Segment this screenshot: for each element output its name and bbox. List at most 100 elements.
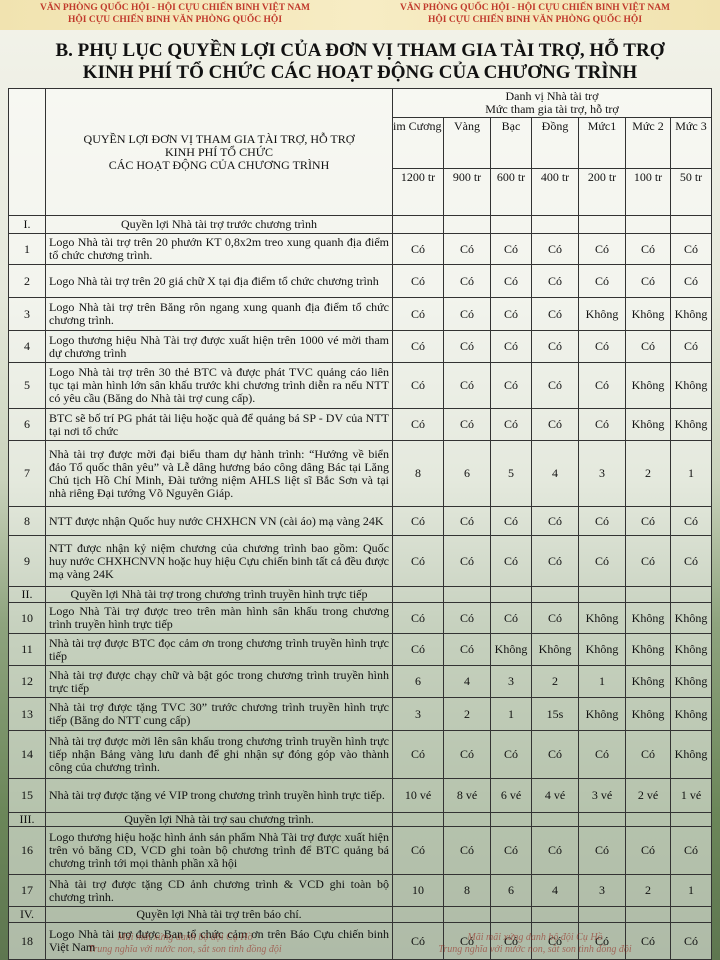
- header-line: VĂN PHÒNG QUỐC HỘI - HỘI CỰU CHIẾN BINH …: [39, 3, 311, 13]
- benefit-value: Có: [531, 264, 579, 298]
- benefit-value: 1 vé: [670, 778, 712, 813]
- benefit-value: 4: [443, 665, 491, 698]
- benefit-text: Nhà tài trợ được tặng vé VIP trong chươn…: [45, 778, 393, 813]
- benefit-value: Có: [490, 233, 532, 265]
- row-number: 14: [8, 730, 46, 779]
- benefit-value: Có: [490, 506, 532, 536]
- header-cell: [8, 88, 46, 216]
- empty-cell: [670, 586, 712, 603]
- benefit-value: 3: [578, 874, 626, 907]
- benefit-value: Có: [392, 408, 444, 441]
- row-number: 16: [8, 826, 46, 875]
- empty-cell: [625, 215, 671, 234]
- empty-cell: [443, 812, 491, 827]
- benefit-value: 6 vé: [490, 778, 532, 813]
- empty-cell: [392, 586, 444, 603]
- row-number: III.: [8, 812, 46, 827]
- section-title: Quyền lợi Nhà tài trợ sau chương trình.: [45, 812, 393, 827]
- level-name: Vàng: [443, 117, 491, 169]
- benefit-value: Có: [531, 233, 579, 265]
- benefit-value: Không: [490, 633, 532, 666]
- title-line: KINH PHÍ TỔ CHỨC CÁC HOẠT ĐỘNG CỦA CHƯƠN…: [82, 62, 638, 83]
- empty-cell: [531, 906, 579, 923]
- benefit-value: 3 vé: [578, 778, 626, 813]
- benefit-value: Có: [625, 922, 671, 960]
- benefit-value: Có: [443, 922, 491, 960]
- benefit-value: Có: [578, 826, 626, 875]
- benefit-value: Có: [392, 535, 444, 587]
- benefit-value: Có: [670, 922, 712, 960]
- benefit-value: Không: [625, 697, 671, 731]
- header-block: VĂN PHÒNG QUỐC HỘI - HỘI CỰU CHIẾN BINH …: [10, 2, 340, 26]
- row-number: 13: [8, 697, 46, 731]
- benefit-value: Không: [670, 408, 712, 441]
- benefit-value: Có: [392, 826, 444, 875]
- benefit-value: Có: [392, 633, 444, 666]
- benefit-value: Có: [443, 535, 491, 587]
- benefit-value: Có: [443, 264, 491, 298]
- benefit-value: Có: [443, 633, 491, 666]
- benefit-value: 3: [490, 665, 532, 698]
- benefit-value: Có: [670, 233, 712, 265]
- row-number: 4: [8, 330, 46, 363]
- level-amount: 50 tr: [670, 168, 712, 216]
- benefit-text: Logo Nhà tài trợ trên 30 thẻ BTC và được…: [45, 362, 393, 409]
- benefit-value: Không: [578, 602, 626, 634]
- benefit-value: Có: [490, 535, 532, 587]
- level-amount: 1200 tr: [392, 168, 444, 216]
- footer-motto: Mãi mãi xứng danh bộ đội Cụ Hồ Trung ngh…: [20, 932, 350, 956]
- benefit-value: Có: [490, 362, 532, 409]
- header-line: Danh vị Nhà tài trợ: [505, 89, 599, 103]
- benefit-value: Có: [443, 506, 491, 536]
- benefit-text: Nhà tài trợ được tặng CD ảnh chương trìn…: [45, 874, 393, 907]
- benefit-value: Không: [625, 408, 671, 441]
- empty-cell: [625, 812, 671, 827]
- benefit-value: Có: [392, 297, 444, 331]
- empty-cell: [578, 906, 626, 923]
- benefit-text: Logo Nhà Tài trợ được treo trên màn hình…: [45, 602, 393, 634]
- benefit-value: Có: [625, 330, 671, 363]
- benefit-value: 3: [578, 440, 626, 507]
- empty-cell: [443, 586, 491, 603]
- header-line: QUYỀN LỢI ĐƠN VỊ THAM GIA TÀI TRỢ, HỖ TR…: [83, 131, 355, 146]
- level-amount: 900 tr: [443, 168, 491, 216]
- benefit-text: Logo Nhà tài trợ trên Băng rôn ngang xun…: [45, 297, 393, 331]
- benefit-value: 10: [392, 874, 444, 907]
- row-number: 12: [8, 665, 46, 698]
- benefit-value: Không: [670, 697, 712, 731]
- row-number: I.: [8, 215, 46, 234]
- benefit-value: Có: [625, 506, 671, 536]
- benefit-value: Có: [490, 602, 532, 634]
- benefit-value: 6: [490, 874, 532, 907]
- level-amount: 100 tr: [625, 168, 671, 216]
- row-number: IV.: [8, 906, 46, 923]
- benefit-text: Logo Nhà tài trợ trên 20 giá chữ X tại đ…: [45, 264, 393, 298]
- benefit-value: Có: [443, 602, 491, 634]
- benefit-value: Có: [392, 330, 444, 363]
- benefit-value: Có: [531, 826, 579, 875]
- benefit-text: Logo thương hiệu hoặc hình ảnh sản phẩm …: [45, 826, 393, 875]
- footer-line: Trung nghĩa với nước non, sắt son tình đ…: [438, 944, 632, 955]
- empty-cell: [531, 812, 579, 827]
- benefit-value: Có: [578, 506, 626, 536]
- benefit-value: Có: [443, 297, 491, 331]
- benefit-value: 4 vé: [531, 778, 579, 813]
- benefit-value: Không: [625, 633, 671, 666]
- benefit-value: Không: [578, 697, 626, 731]
- benefit-value: Có: [443, 408, 491, 441]
- level-name: im Cương: [392, 117, 444, 169]
- benefit-value: Có: [392, 506, 444, 536]
- section-title: Quyền lợi Nhà tài trợ trong chương trình…: [45, 586, 393, 603]
- benefit-value: Có: [392, 233, 444, 265]
- benefit-value: 6: [443, 440, 491, 507]
- benefit-value: 1: [578, 665, 626, 698]
- benefit-value: 2: [625, 440, 671, 507]
- benefit-value: 2 vé: [625, 778, 671, 813]
- benefit-value: Có: [443, 362, 491, 409]
- benefit-value: Có: [670, 826, 712, 875]
- benefit-value: Không: [578, 297, 626, 331]
- benefit-value: Không: [578, 633, 626, 666]
- empty-cell: [670, 812, 712, 827]
- benefit-value: Không: [670, 297, 712, 331]
